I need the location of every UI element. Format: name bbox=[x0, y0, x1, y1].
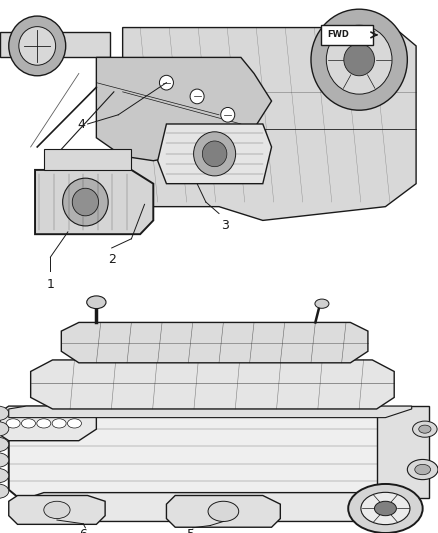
Polygon shape bbox=[26, 492, 377, 521]
Text: 4: 4 bbox=[78, 118, 85, 132]
Polygon shape bbox=[61, 322, 368, 363]
Circle shape bbox=[21, 419, 35, 428]
Circle shape bbox=[19, 27, 56, 65]
Circle shape bbox=[407, 459, 438, 480]
Circle shape bbox=[0, 406, 9, 421]
Circle shape bbox=[52, 419, 66, 428]
Circle shape bbox=[374, 501, 396, 516]
Polygon shape bbox=[9, 406, 412, 418]
Polygon shape bbox=[31, 360, 394, 409]
Circle shape bbox=[361, 492, 410, 524]
Polygon shape bbox=[35, 170, 153, 234]
Circle shape bbox=[311, 9, 407, 110]
Circle shape bbox=[0, 437, 9, 451]
Circle shape bbox=[44, 501, 70, 519]
Text: 1: 1 bbox=[46, 278, 54, 291]
Circle shape bbox=[208, 501, 239, 521]
Circle shape bbox=[6, 419, 20, 428]
Circle shape bbox=[326, 25, 392, 94]
Circle shape bbox=[0, 453, 9, 467]
Circle shape bbox=[419, 425, 431, 433]
Circle shape bbox=[0, 469, 9, 483]
Polygon shape bbox=[9, 409, 412, 504]
Circle shape bbox=[348, 484, 423, 533]
Text: 6: 6 bbox=[79, 528, 87, 533]
Circle shape bbox=[194, 132, 236, 176]
Text: 2: 2 bbox=[108, 254, 116, 266]
Polygon shape bbox=[166, 496, 280, 527]
Circle shape bbox=[0, 484, 9, 498]
Circle shape bbox=[63, 178, 108, 226]
Circle shape bbox=[202, 141, 227, 167]
Circle shape bbox=[190, 89, 204, 104]
Polygon shape bbox=[377, 406, 429, 498]
Circle shape bbox=[67, 419, 81, 428]
Polygon shape bbox=[44, 149, 131, 170]
Polygon shape bbox=[123, 28, 416, 221]
Circle shape bbox=[0, 422, 9, 436]
FancyBboxPatch shape bbox=[321, 25, 373, 45]
Circle shape bbox=[344, 44, 374, 76]
Circle shape bbox=[159, 75, 173, 90]
Circle shape bbox=[9, 16, 66, 76]
Text: 3: 3 bbox=[221, 220, 229, 232]
Polygon shape bbox=[0, 406, 96, 441]
Polygon shape bbox=[158, 124, 272, 184]
Circle shape bbox=[72, 188, 99, 216]
Circle shape bbox=[221, 108, 235, 122]
Circle shape bbox=[87, 296, 106, 309]
Polygon shape bbox=[96, 58, 272, 161]
Circle shape bbox=[315, 299, 329, 308]
FancyBboxPatch shape bbox=[0, 32, 110, 58]
Polygon shape bbox=[9, 496, 105, 524]
Text: 5: 5 bbox=[187, 528, 194, 533]
Circle shape bbox=[415, 464, 431, 475]
Text: FWD: FWD bbox=[328, 30, 350, 39]
Circle shape bbox=[37, 419, 51, 428]
Circle shape bbox=[413, 421, 437, 437]
